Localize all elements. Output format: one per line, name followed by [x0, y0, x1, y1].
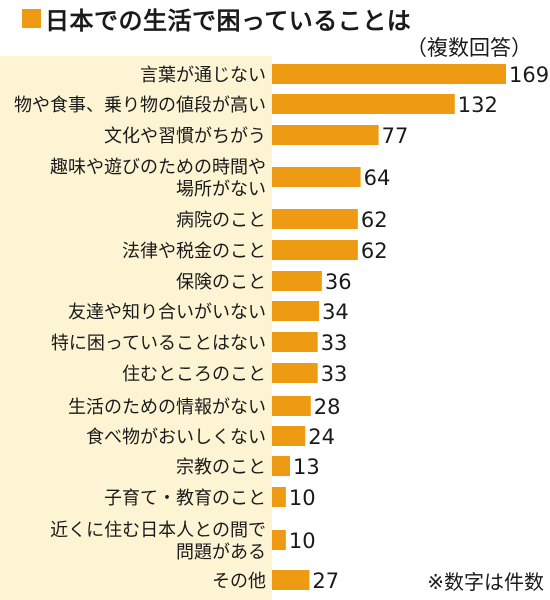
value-label-1: 132 [458, 93, 498, 117]
category-label-9: 住むところのこと [122, 364, 266, 385]
value-label-12: 13 [293, 455, 320, 479]
category-label-3-line-1: 場所がない [176, 179, 266, 200]
bar-13 [272, 487, 286, 507]
category-label-2: 文化や習慣がちがう [104, 126, 266, 147]
title-text: 日本での生活で困っていることは [45, 6, 412, 35]
bar-14 [272, 530, 286, 550]
category-label-1: 物や食事、乗り物の値段が高い [14, 95, 266, 116]
category-label-8: 特に困っていることはない [51, 333, 266, 354]
value-label-11: 24 [308, 425, 335, 449]
bar-11 [272, 426, 306, 446]
value-label-10: 28 [314, 395, 341, 419]
value-label-2: 77 [382, 124, 409, 148]
value-label-7: 34 [322, 300, 349, 324]
title-marker-square [22, 8, 41, 28]
bar-2 [272, 125, 379, 145]
bar-6 [272, 271, 322, 291]
category-label-14-line-0: 近くに住む日本人との間で [50, 520, 266, 541]
label-panel [0, 56, 272, 600]
bar-4 [272, 209, 358, 229]
category-label-14-line-1: 問題がある [176, 542, 266, 563]
value-label-9: 33 [321, 362, 348, 386]
category-label-5: 法律や税金のこと [122, 241, 266, 262]
bar-7 [272, 301, 320, 321]
value-label-6: 36 [325, 270, 352, 294]
category-label-6: 保険のこと [176, 272, 266, 293]
chart-title: 日本での生活で困っていることは [22, 4, 411, 35]
bar-0 [272, 64, 506, 84]
category-label-0: 言葉が通じない [140, 65, 266, 86]
category-label-7: 友達や知り合いがいない [68, 302, 266, 323]
bar-5 [272, 240, 358, 260]
category-label-11: 食べ物がおいしくない [86, 427, 266, 448]
category-label-4: 病院のこと [176, 210, 266, 231]
value-label-0: 169 [509, 63, 549, 87]
value-label-3: 64 [364, 166, 391, 190]
bar-10 [272, 396, 311, 416]
category-label-10: 生活のための情報がない [68, 397, 266, 418]
bar-9 [272, 363, 318, 383]
bar-8 [272, 332, 318, 352]
category-label-13: 子育て・教育のこと [104, 488, 266, 509]
bar-12 [272, 456, 290, 476]
bar-15 [272, 570, 310, 590]
value-label-4: 62 [361, 208, 388, 232]
value-label-5: 62 [361, 239, 388, 263]
category-label-3-line-0: 趣味や遊びのための時間や [50, 157, 266, 178]
bar-1 [272, 94, 455, 114]
chart-subtitle: （複数回答） [406, 36, 532, 60]
value-label-13: 10 [289, 486, 316, 510]
units-note: ※数字は件数 [427, 570, 544, 594]
bar-3 [272, 167, 361, 187]
category-label-15: その他 [212, 571, 266, 592]
value-label-14: 10 [289, 529, 316, 553]
value-label-15: 27 [312, 569, 339, 593]
value-label-8: 33 [321, 331, 348, 355]
category-label-12: 宗教のこと [176, 457, 266, 478]
